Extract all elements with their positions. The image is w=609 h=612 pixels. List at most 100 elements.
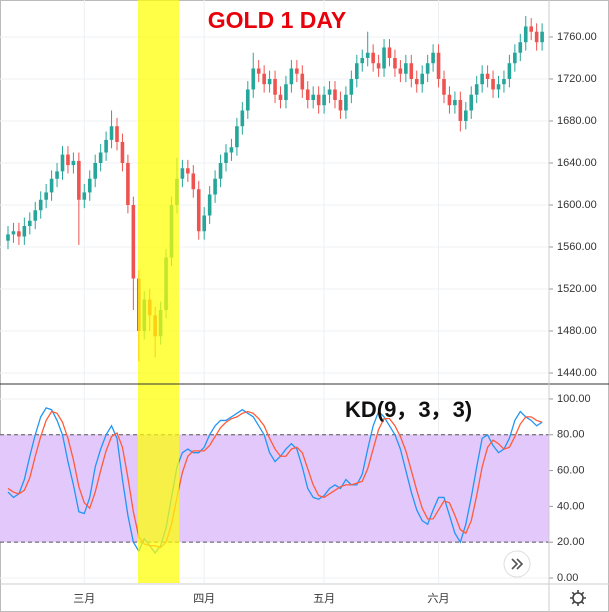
candle-body [502,78,506,85]
candle-body [44,192,48,200]
y-tick-label: 1520.00 [557,283,597,295]
y-tick-label: 60.00 [557,464,585,476]
candle-body [82,192,87,200]
candle-body [120,141,125,163]
candle-body [17,231,21,237]
candle-body [22,225,27,237]
candle-body [115,126,119,142]
candle-body [104,139,108,153]
x-tick-label: 六月 [428,592,450,605]
band [0,434,549,543]
candle-body [496,84,501,90]
y-tick-label: 1600.00 [557,199,597,211]
x-tick-label: 四月 [193,593,215,605]
candle-body [338,99,343,111]
candle-body [480,73,484,85]
candle-body [256,68,261,74]
candle-body [87,178,92,193]
candle-body [66,154,70,166]
kd-line [7,407,543,554]
candle-body [71,160,76,166]
candle-body [109,126,114,140]
y-tick-label: 1680.00 [557,115,597,127]
candle-body [49,178,54,193]
candle-body [523,26,528,43]
candle-body [442,78,446,95]
candle-body [464,110,468,121]
y-tick-label: 1720.00 [557,73,597,85]
candle-body [38,199,43,211]
candle-body [6,234,10,241]
candle-body [420,73,424,85]
y-tick-label: 1440.00 [557,367,597,379]
y-tick-label: 0.00 [557,572,578,584]
scroll-button[interactable] [503,550,531,578]
candle-body [414,78,419,85]
candle-body [518,42,523,53]
candle-body [376,63,381,69]
candle-body [393,57,397,69]
candle-body [213,178,217,195]
candle-body [485,73,490,79]
candle-body [262,73,266,85]
candle-body [289,68,294,85]
candle-body [327,89,332,95]
candle-body [267,78,272,85]
candle-body [311,94,315,100]
candle-body [382,47,386,69]
candle-body [398,68,403,74]
candle-body [251,68,256,90]
candle-body [436,52,441,79]
candle-body [55,171,59,179]
x-tick-label: 五月 [313,593,335,605]
kd-line [7,410,543,549]
candle-body [278,94,283,100]
candle-body [191,173,196,190]
candle-body [295,68,299,74]
candle-body [131,204,136,279]
candle-body [425,63,430,74]
candle-body [28,220,32,226]
candle-body [305,89,310,100]
y-tick-label: 100.00 [557,393,591,405]
candle-body [229,147,234,153]
candle-body [371,52,375,64]
candle-body [235,126,239,148]
candle-body [355,63,359,79]
candle-body [98,152,103,163]
candle-body [453,99,457,106]
x-tick-label: 三月 [73,593,95,605]
candle-body [333,89,337,100]
candle-body [507,63,512,79]
candle-body [284,84,288,100]
chart-title: GOLD 1 DAY [208,7,346,33]
candle-body [474,84,479,95]
candle-body [218,162,223,179]
candle-body [224,152,228,163]
candle-body [409,63,414,79]
candle-body [387,47,392,58]
candle-body [431,52,435,64]
candle-body [202,215,206,232]
indicator-title: KD(9，3，3) [345,397,472,422]
y-tick-label: 20.00 [557,536,585,548]
y-tick-label: 1480.00 [557,325,597,337]
candle-body [300,73,305,90]
candle-body [180,168,185,179]
settings-button[interactable] [570,590,586,606]
candle-body [349,78,354,95]
candle-body [529,26,533,32]
candle-body [513,52,517,64]
candle-body [404,63,408,74]
candle-body [365,52,370,58]
candle-body [491,78,495,90]
candle-body [469,94,474,111]
candle-body [11,231,16,235]
candle-body [60,154,65,172]
candle-body [207,194,212,216]
candle-body [360,57,365,64]
y-tick-label: 1560.00 [557,241,597,253]
y-tick-label: 1640.00 [557,157,597,169]
